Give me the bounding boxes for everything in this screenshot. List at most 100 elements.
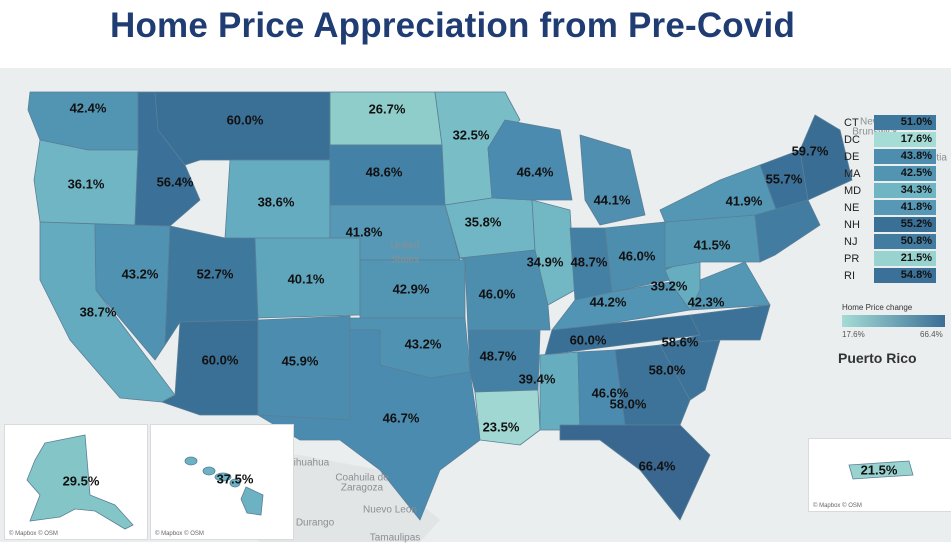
table-state-value: 42.5% <box>874 166 936 181</box>
table-row: MA 42.5% <box>836 165 936 182</box>
state-mi <box>579 134 646 226</box>
alaska-shape <box>26 434 134 530</box>
state-value-ut: 52.7% <box>196 266 234 282</box>
table-state-value: 34.3% <box>874 183 936 198</box>
hawaii-shape <box>184 456 264 516</box>
table-row: PR 21.5% <box>836 250 936 267</box>
table-state-code: NE <box>844 201 860 214</box>
state-value-mo: 46.0% <box>478 286 516 302</box>
state-value-mt: 60.0% <box>226 112 264 128</box>
state-value-co: 40.1% <box>287 271 325 287</box>
table-row: NJ 50.8% <box>836 233 936 250</box>
table-state-code: PR <box>844 252 860 265</box>
state-value-id: 56.4% <box>156 174 194 190</box>
state-az <box>161 319 259 416</box>
state-value-or: 36.1% <box>67 176 105 192</box>
table-state-value: 51.0% <box>874 115 936 130</box>
state-value-al: 46.6% <box>591 385 629 401</box>
state-ms <box>539 351 581 431</box>
alaska-inset: 29.5% © Mapbox © OSM <box>4 424 148 540</box>
table-state-value: 41.8% <box>874 200 936 215</box>
state-value-sd: 48.6% <box>365 164 403 180</box>
place-label-nb: New <box>859 116 881 128</box>
table-row: NH 55.2% <box>836 216 936 233</box>
state-value-nm: 45.9% <box>281 353 319 369</box>
state-value-ia: 35.8% <box>464 214 502 230</box>
table-state-code: MD <box>844 184 862 197</box>
hawaii-inset: 37.5% © Mapbox © OSM <box>150 424 294 540</box>
country-label-us-2: States <box>390 254 420 266</box>
pr-credit: © Mapbox © OSM <box>813 503 862 509</box>
state-value-ok: 43.2% <box>404 336 442 352</box>
state-ga <box>614 344 691 426</box>
alaska-credit: © Mapbox © OSM <box>9 531 58 537</box>
state-value-tx: 46.7% <box>382 410 420 426</box>
state-value-tn: 60.0% <box>569 332 607 348</box>
state-wi <box>487 119 573 201</box>
state-me <box>799 114 853 201</box>
place-label-nuevoleon: Nuevo León <box>363 504 417 516</box>
table-row: MD 34.3% <box>836 182 936 199</box>
state-value-wv: 39.2% <box>650 278 688 294</box>
table-state-code: DC <box>844 133 860 146</box>
state-value-nv: 43.2% <box>121 266 159 282</box>
state-nd <box>329 91 443 146</box>
table-state-value: 54.8% <box>874 268 936 283</box>
table-state-code: CT <box>844 116 859 129</box>
state-value-oh: 46.0% <box>618 248 656 264</box>
color-legend-title: Home Price change <box>842 303 913 312</box>
state-value-ga: 58.0% <box>609 396 647 412</box>
state-value-ks: 42.9% <box>392 281 430 297</box>
state-value-fl: 66.4% <box>638 458 676 474</box>
color-legend-max: 66.4% <box>920 330 943 339</box>
state-nj-ma <box>754 199 821 263</box>
state-tx <box>257 329 481 521</box>
place-label-durango: Durango <box>295 517 335 529</box>
state-value-ca: 38.7% <box>79 304 117 320</box>
us-choropleth-map: United States New Brunswick Nova Scotia … <box>0 68 951 544</box>
table-state-value: 43.8% <box>874 149 936 164</box>
state-value-mi: 44.1% <box>593 192 631 208</box>
state-value-wi: 46.4% <box>516 164 554 180</box>
country-label-us: United <box>390 240 420 252</box>
state-value-sc: 58.0% <box>648 362 686 378</box>
table-state-value: 50.8% <box>874 234 936 249</box>
table-row: DE 43.8% <box>836 148 936 165</box>
place-label-coahuila-2: Zaragoza <box>340 482 384 494</box>
table-state-code: NJ <box>844 235 858 248</box>
state-value-ky: 44.2% <box>589 294 627 310</box>
table-row: DC 17.6% <box>836 131 936 148</box>
table-row: NE 41.8% <box>836 199 936 216</box>
state-value-hi: 37.5% <box>216 471 254 487</box>
state-fl <box>559 424 711 521</box>
state-mt <box>154 91 331 166</box>
state-il <box>531 199 576 306</box>
state-value-pa: 41.5% <box>693 237 731 253</box>
table-state-code: MA <box>844 167 861 180</box>
table-state-code: RI <box>844 269 855 282</box>
place-label-chihuahua: Chihuahua <box>280 457 330 469</box>
state-value-nc: 58.6% <box>661 334 699 350</box>
table-row: RI 54.8% <box>836 267 936 284</box>
state-value-az: 60.0% <box>201 352 239 368</box>
state-value-me: 59.7% <box>791 143 829 159</box>
table-state-code: NH <box>844 218 860 231</box>
table-state-value: 21.5% <box>874 251 936 266</box>
color-legend-min: 17.6% <box>842 330 865 339</box>
table-state-code: DE <box>844 150 860 163</box>
table-state-value: 17.6% <box>874 132 936 147</box>
state-la <box>474 389 541 446</box>
place-label-coahuila: Coahuila de <box>335 472 389 484</box>
state-value-ms: 39.4% <box>518 371 556 387</box>
state-value-in: 48.7% <box>570 254 608 270</box>
state-value-wy: 38.6% <box>257 194 295 210</box>
state-shapes <box>27 91 853 542</box>
table-row: CT 51.0% <box>836 114 936 131</box>
place-label-tamaulipas: Tamaulipas <box>369 532 421 544</box>
state-value-ar: 48.7% <box>479 348 517 364</box>
state-value-wa: 42.4% <box>69 100 107 116</box>
color-legend-bar <box>842 315 945 327</box>
puerto-rico-inset: 21.5% © Mapbox © OSM <box>808 438 951 512</box>
puerto-rico-shape <box>848 460 914 480</box>
pr-value: 21.5% <box>860 462 898 478</box>
